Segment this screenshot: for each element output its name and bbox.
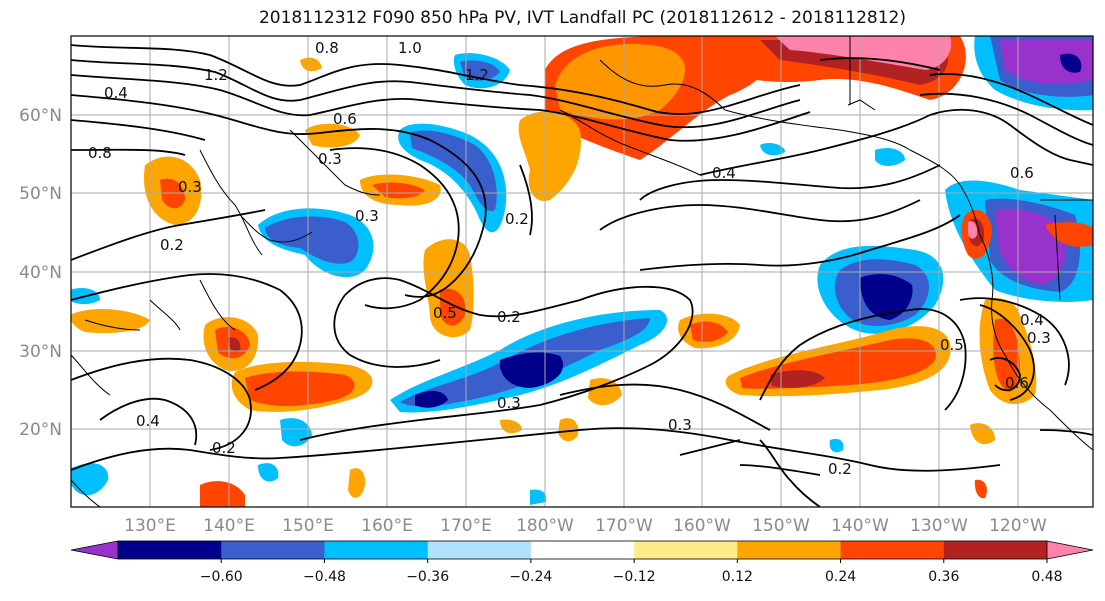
contour-labels: 0.8 1.0 1.2 1.2 0.8 0.3 0.3 0.3 0.6 0.4 … [88, 39, 1051, 478]
longitude-labels: 130°E 140°E 150°E 160°E 170°E 180°W 170°… [124, 516, 1047, 536]
colorbar-tick-label: 0.48 [1031, 569, 1062, 585]
contour-label: 0.3 [668, 416, 692, 434]
colorbar-tick-label: 0.24 [825, 569, 856, 585]
contour-label: 0.4 [104, 84, 128, 102]
contour-label: 0.5 [433, 304, 457, 322]
lon-label: 150°W [752, 516, 810, 536]
contour-label: 0.3 [355, 207, 379, 225]
colorbar-tick-label: −0.60 [200, 569, 243, 585]
contour-label: 0.5 [940, 336, 964, 354]
lon-label: 170°E [440, 516, 492, 536]
contour-label: 0.2 [828, 460, 852, 478]
map-frame [70, 35, 1094, 508]
lat-label: 60°N [19, 106, 62, 126]
contour-label: 1.2 [465, 66, 489, 84]
contour-label: 0.3 [178, 178, 202, 196]
lat-label: 30°N [19, 342, 62, 362]
colorbar-tick-label: −0.36 [406, 569, 449, 585]
contour-label: 1.0 [398, 39, 422, 57]
colorbar-tick-label: 0.12 [722, 569, 753, 585]
lat-label: 50°N [19, 184, 62, 204]
contour-label: 0.8 [88, 144, 112, 162]
colorbar-segment [634, 541, 738, 559]
colorbar-segment [118, 541, 222, 559]
colorbar-segment [324, 541, 429, 559]
colorbar-segment [840, 541, 945, 559]
colorbar-tick-label: −0.48 [303, 569, 346, 585]
lon-label: 130°E [124, 516, 176, 536]
colorbar-segment [943, 541, 1048, 559]
contour-label: 0.2 [160, 236, 184, 254]
colorbar-segment [737, 541, 842, 559]
colorbar-tick-label: 0.36 [928, 569, 959, 585]
lon-label: 120°W [989, 516, 1047, 536]
contour-label: 0.4 [1020, 311, 1044, 329]
lat-label: 40°N [19, 263, 62, 283]
colorbar-outline [117, 540, 1048, 560]
colorbar-extension-outline [1046, 540, 1094, 560]
contour-label: 0.6 [1010, 164, 1034, 182]
contour-label: 0.3 [497, 394, 521, 412]
lon-label: 140°E [203, 516, 255, 536]
map-title: 2018112312 F090 850 hPa PV, IVT Landfall… [258, 8, 906, 28]
colorbar-segment [221, 541, 325, 559]
lon-label: 170°W [595, 516, 653, 536]
latitude-labels: 60°N 50°N 40°N 30°N 20°N [19, 106, 62, 440]
contour-label: 0.4 [712, 164, 736, 182]
coastlines [71, 36, 1093, 507]
lon-label: 160°E [361, 516, 413, 536]
contour-label: 0.6 [1005, 374, 1029, 392]
colorbar-segment [530, 541, 635, 559]
contour-label: 0.8 [315, 39, 339, 57]
lon-label: 140°W [831, 516, 889, 536]
colorbar-segment [427, 541, 532, 559]
colorbar-tick-label: −0.24 [509, 569, 552, 585]
colorbar-right-extension [1047, 541, 1093, 559]
lon-label: 130°W [910, 516, 968, 536]
contour-label: 0.3 [318, 150, 342, 168]
lon-label: 180°W [516, 516, 574, 536]
contour-label: 1.2 [204, 66, 228, 84]
contour-label: 0.2 [505, 210, 529, 228]
ivt-contours [71, 44, 1093, 507]
pv-shading [71, 36, 1093, 507]
colorbar-left-extension [71, 541, 118, 559]
colorbar: −0.60 −0.48 −0.36 −0.24 −0.12 0.12 0.24 0.36 0.4… [70, 540, 1094, 585]
contour-label: 0.2 [212, 439, 236, 457]
colorbar-tick-label: −0.12 [613, 569, 656, 585]
graticule [71, 36, 1093, 507]
contour-label: 0.2 [497, 308, 521, 326]
contour-label: 0.4 [136, 412, 160, 430]
contour-label: 0.3 [1027, 329, 1051, 347]
lon-label: 160°W [673, 516, 731, 536]
contour-label: 0.6 [333, 110, 357, 128]
lon-label: 150°E [282, 516, 334, 536]
colorbar-extension-outline [70, 540, 119, 560]
lat-label: 20°N [19, 420, 62, 440]
